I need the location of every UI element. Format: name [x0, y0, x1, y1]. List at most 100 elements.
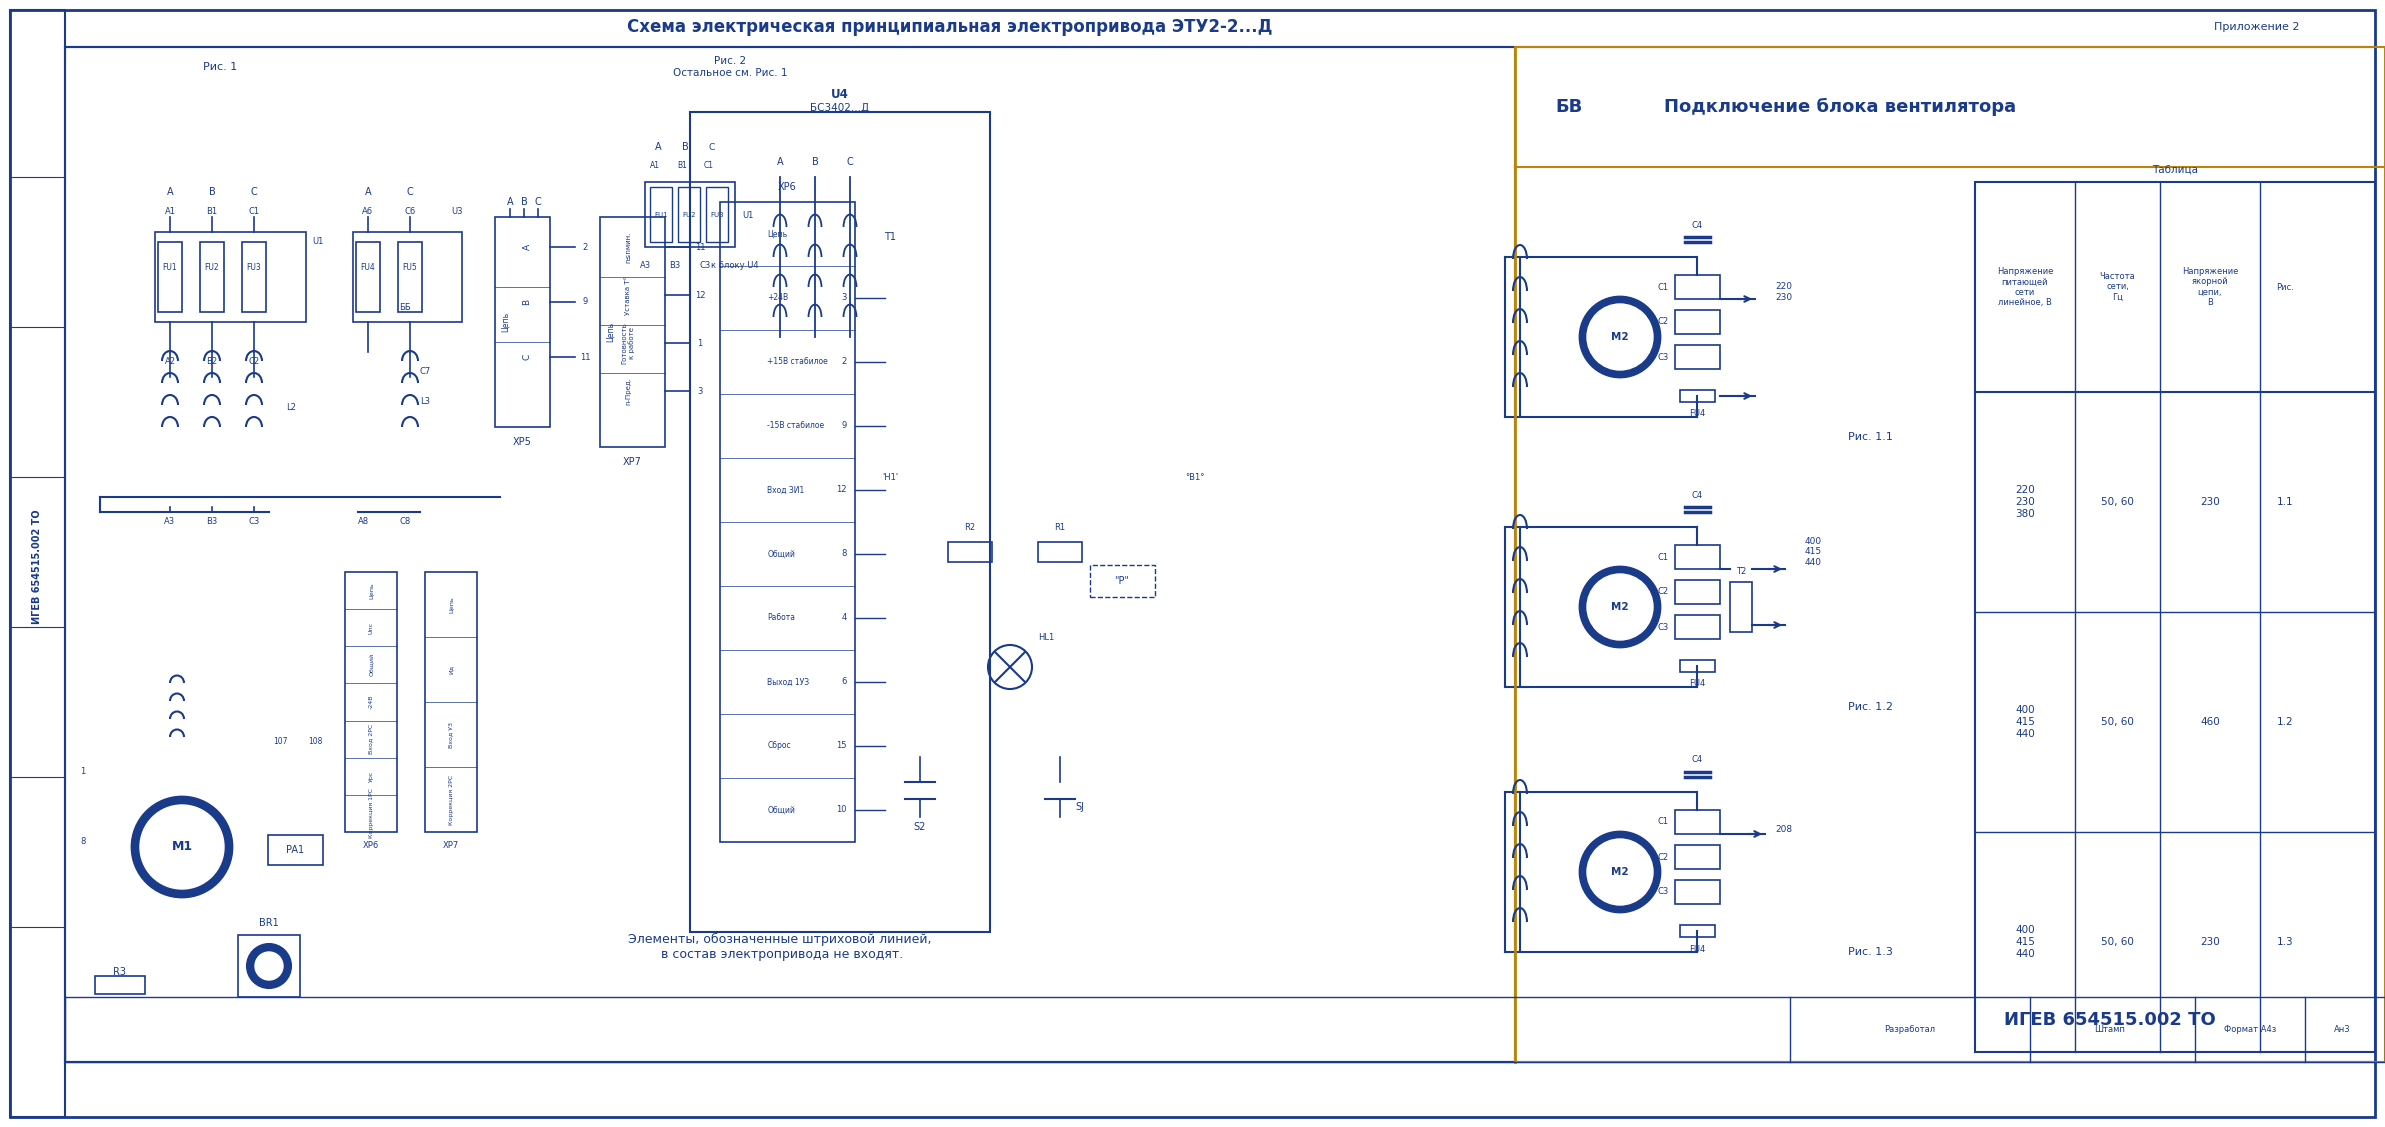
Text: FU2: FU2 [205, 263, 219, 272]
Text: Ид: Ид [448, 665, 453, 674]
Text: ХР6: ХР6 [778, 181, 797, 192]
Text: U1: U1 [742, 211, 754, 220]
Text: 6: 6 [842, 677, 847, 686]
Bar [720, 202, 854, 842]
Text: 9: 9 [842, 421, 847, 431]
Text: Вход У3: Вход У3 [448, 721, 453, 747]
Text: 400
415
440: 400 415 440 [1805, 538, 1822, 567]
Text: B: B [520, 197, 527, 207]
Bar [644, 181, 735, 247]
Text: Частота
сети,
Гц: Частота сети, Гц [2099, 272, 2135, 302]
Bar [398, 242, 422, 312]
Circle shape [1579, 298, 1660, 378]
Text: 8: 8 [842, 550, 847, 559]
Text: Коррекция 2РС: Коррекция 2РС [448, 774, 453, 825]
Bar [155, 232, 305, 322]
Text: 50, 60: 50, 60 [2101, 497, 2135, 507]
Text: B3: B3 [207, 517, 217, 526]
Text: A: A [167, 187, 174, 197]
Text: A6: A6 [363, 207, 374, 216]
Text: U3: U3 [451, 207, 463, 216]
Bar [238, 935, 301, 997]
Circle shape [1586, 838, 1653, 905]
Text: БС3402...Д: БС3402...Д [811, 103, 871, 113]
Text: 1: 1 [696, 338, 704, 347]
Text: ХР6: ХР6 [363, 842, 379, 851]
Text: °В1°: °В1° [1185, 472, 1204, 481]
Bar [706, 187, 727, 242]
Bar [651, 187, 673, 242]
Text: S2: S2 [913, 822, 925, 832]
Text: -15В стабилое: -15В стабилое [768, 421, 825, 431]
Text: n≤nмин.: n≤nмин. [625, 231, 632, 263]
Text: Напряжение
питающей
сети
линейное, В: Напряжение питающей сети линейное, В [1996, 267, 2053, 307]
Text: M2: M2 [1612, 867, 1629, 877]
Bar [1674, 580, 1720, 604]
Bar [267, 835, 322, 866]
Text: Цепь: Цепь [370, 583, 374, 598]
Text: Рис. 1.1: Рис. 1.1 [1848, 432, 1891, 442]
Text: C3: C3 [699, 260, 711, 269]
Text: Цепь: Цепь [501, 312, 510, 332]
Text: Рис.: Рис. [2275, 283, 2294, 292]
Bar [64, 47, 1514, 1062]
Text: 12: 12 [694, 291, 706, 300]
Text: B: B [811, 157, 818, 167]
Text: Общий: Общий [768, 806, 794, 815]
Text: B: B [207, 187, 215, 197]
Text: C: C [847, 157, 854, 167]
Text: T1: T1 [885, 232, 897, 242]
Text: +24В: +24В [768, 293, 789, 302]
Text: Ан3: Ан3 [2333, 1024, 2349, 1033]
Text: 11: 11 [580, 353, 589, 362]
Text: 400
415
440: 400 415 440 [2015, 706, 2034, 738]
Circle shape [255, 952, 284, 980]
Text: 2: 2 [842, 357, 847, 366]
Text: A1: A1 [165, 207, 176, 216]
Text: А: А [522, 243, 532, 250]
Text: 230: 230 [2199, 497, 2220, 507]
Text: 1.1: 1.1 [2278, 497, 2294, 507]
Bar [425, 573, 477, 832]
Text: "P": "P" [1114, 576, 1130, 586]
Text: 50, 60: 50, 60 [2101, 717, 2135, 727]
Text: M1: M1 [172, 841, 193, 853]
Text: 3: 3 [842, 293, 847, 302]
Text: FU3: FU3 [711, 212, 723, 218]
Text: Напряжение
якорной
цепи,
В: Напряжение якорной цепи, В [2182, 267, 2237, 307]
Text: Штамп: Штамп [2094, 1024, 2125, 1033]
Text: Работа: Работа [768, 613, 794, 622]
Text: 9: 9 [582, 298, 587, 307]
Text: 1.3: 1.3 [2278, 937, 2294, 947]
Text: 220
230: 220 230 [1774, 282, 1791, 302]
Text: Общий: Общий [370, 654, 374, 676]
Bar [64, 997, 2385, 1062]
Text: B1: B1 [677, 160, 687, 169]
Text: Таблица: Таблица [2151, 165, 2199, 175]
Text: Выход 1УЗ: Выход 1УЗ [768, 677, 809, 686]
Bar [241, 242, 267, 312]
Text: 1.2: 1.2 [2278, 717, 2294, 727]
Text: A: A [506, 197, 513, 207]
Text: C: C [708, 142, 715, 151]
Text: к блоку U4: к блоку U4 [711, 260, 758, 269]
Bar [200, 242, 224, 312]
Circle shape [1586, 574, 1653, 640]
Text: A: A [656, 142, 661, 152]
Text: C1: C1 [1658, 817, 1669, 826]
Text: Формат А4з: Формат А4з [2223, 1024, 2275, 1033]
Text: C1: C1 [248, 207, 260, 216]
Circle shape [1579, 567, 1660, 647]
Text: n-Пред.: n-Пред. [625, 378, 632, 405]
Text: C4: C4 [1691, 221, 1703, 230]
Text: T2: T2 [1736, 568, 1746, 577]
Text: FU1: FU1 [653, 212, 668, 218]
Text: R3: R3 [114, 967, 126, 977]
Text: C2: C2 [1658, 852, 1669, 861]
Text: Рис. 1.3: Рис. 1.3 [1848, 947, 1891, 957]
Text: +15В стабилое: +15В стабилое [768, 357, 828, 366]
Text: C6: C6 [405, 207, 415, 216]
Circle shape [1579, 832, 1660, 912]
Text: Разработал: Разработал [1884, 1024, 1937, 1033]
Text: ХР7: ХР7 [622, 458, 642, 467]
